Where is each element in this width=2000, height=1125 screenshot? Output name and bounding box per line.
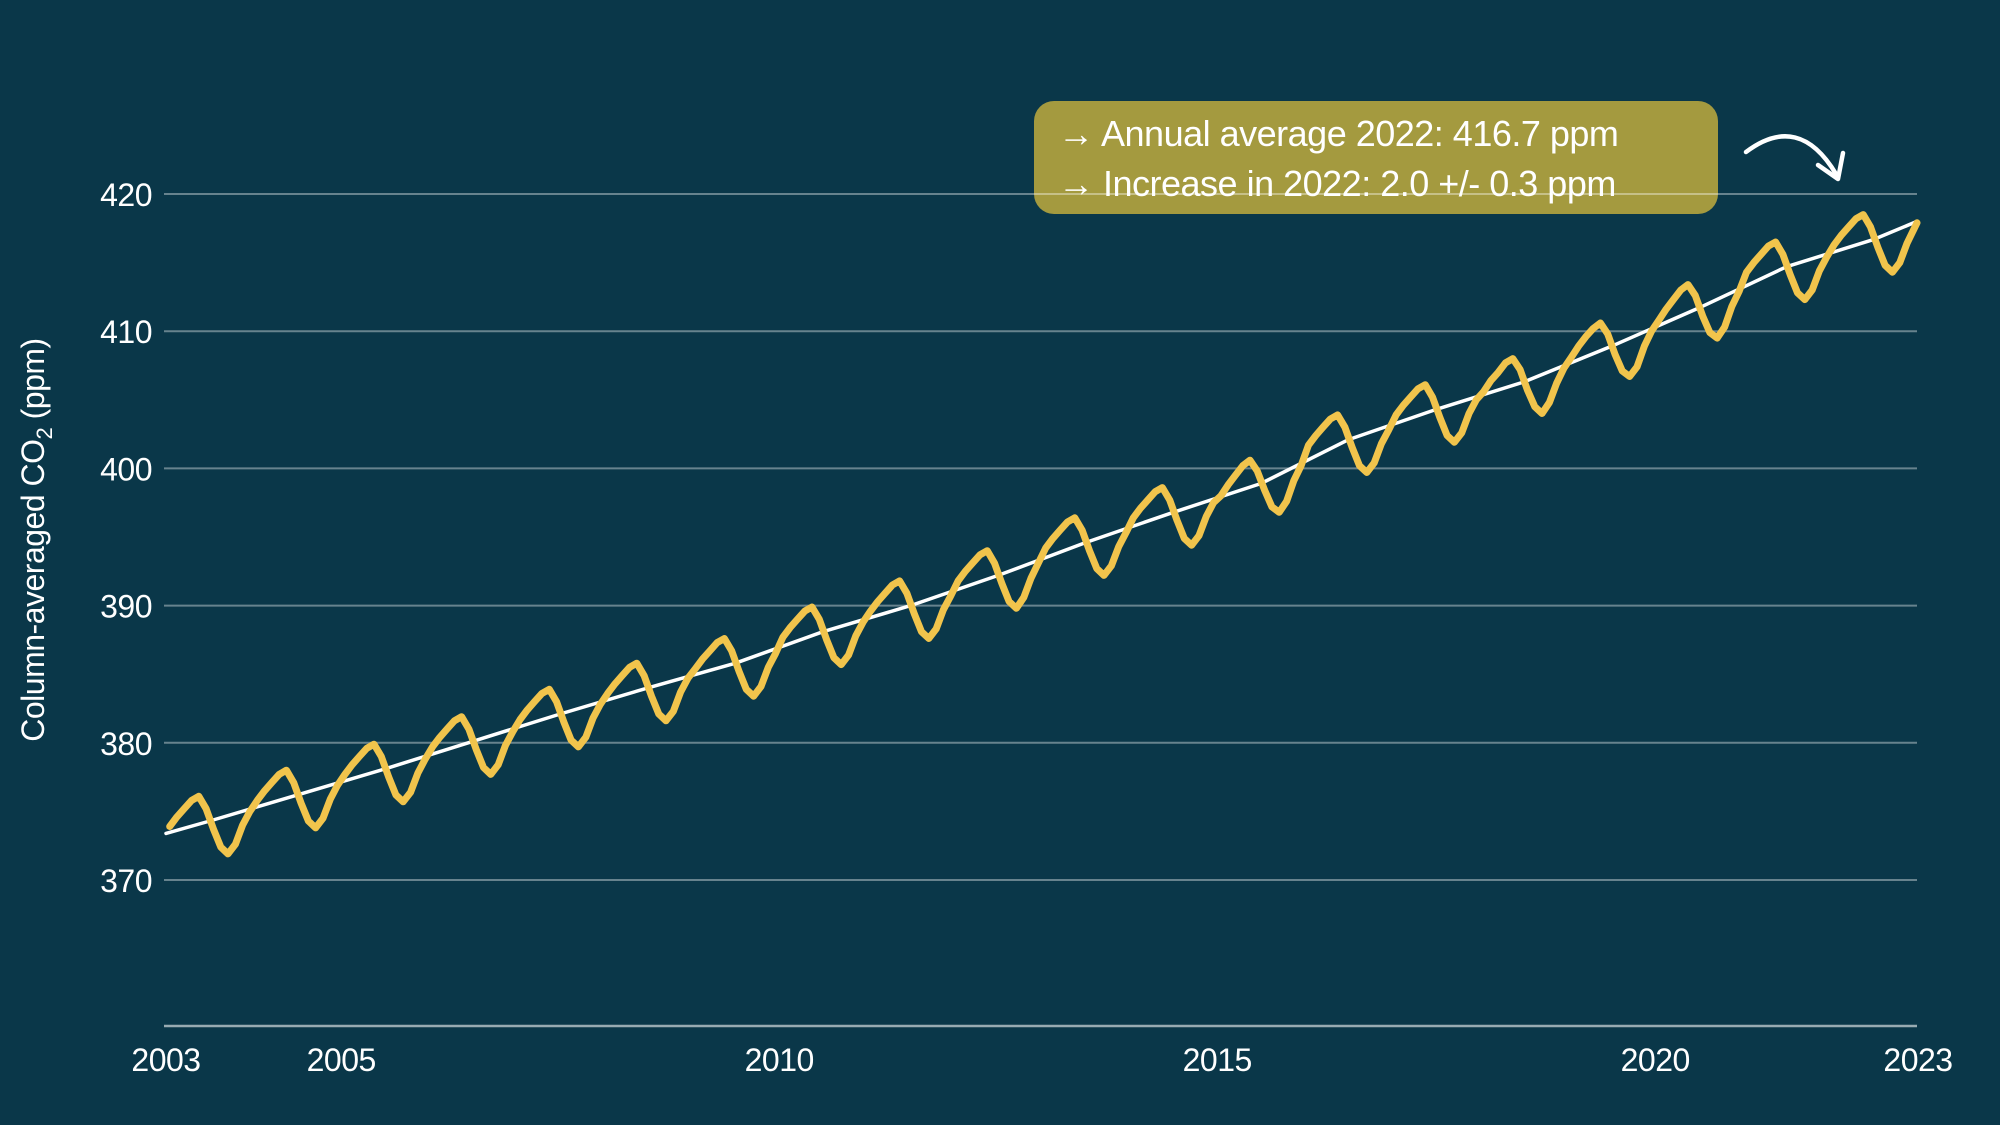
y-tick-390: 390 (100, 589, 152, 625)
x-axis-tick-labels: 2003 2005 2010 2015 2020 2023 (131, 1042, 1953, 1078)
y-tick-370: 370 (100, 863, 152, 899)
x-tick-2005: 2005 (307, 1042, 376, 1078)
x-tick-2015: 2015 (1183, 1042, 1252, 1078)
y-tick-420: 420 (100, 177, 152, 213)
x-tick-2020: 2020 (1621, 1042, 1690, 1078)
x-tick-2010: 2010 (745, 1042, 814, 1078)
gridlines (164, 193, 1917, 881)
y-tick-410: 410 (100, 314, 152, 350)
co2-monthly-line (166, 211, 1921, 858)
trend-line (164, 219, 1919, 836)
y-tick-380: 380 (100, 726, 152, 762)
x-tick-2023: 2023 (1883, 1042, 1952, 1078)
x-tick-2003: 2003 (131, 1042, 200, 1078)
annotation-arrow-icon (1743, 134, 1846, 182)
y-axis-title: Column-averaged CO2 (ppm) (15, 338, 57, 741)
y-axis-tick-labels: 370 380 390 400 410 420 (100, 177, 152, 899)
y-tick-400: 400 (100, 451, 152, 487)
annotation-box (1034, 101, 1718, 214)
annotation-line-1: → Annual average 2022: 416.7 ppm (1058, 113, 1618, 154)
annotation-line-2: → Increase in 2022: 2.0 +/- 0.3 ppm (1058, 163, 1616, 204)
